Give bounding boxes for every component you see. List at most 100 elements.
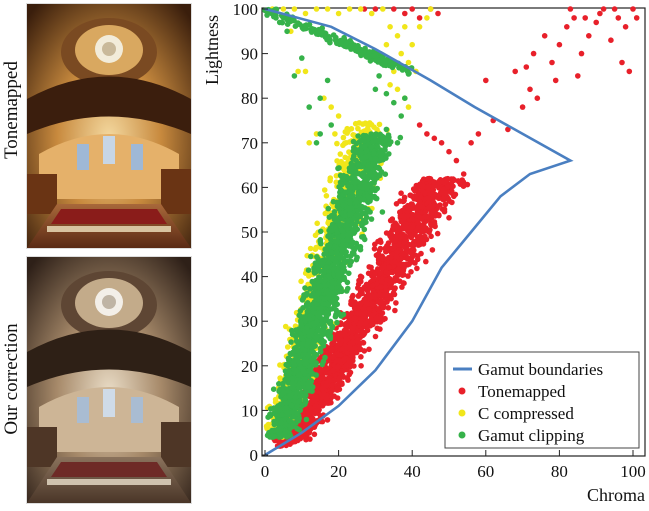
tonemapped-point [519,104,526,110]
tonemapped-point [530,50,537,57]
tonemapped-point [397,212,404,219]
tonemapped-point [434,230,441,237]
c-compressed-point [335,10,342,17]
tonemapped-point [534,95,541,101]
gamut-clipping-point [276,19,283,26]
gamut-clipping-point [282,416,289,423]
gamut-clipping-point [370,139,376,145]
gamut-clipping-point [383,90,390,97]
gamut-clipping-point [346,270,352,277]
gamut-clipping-point [305,307,312,314]
c-compressed-point [356,120,363,126]
gamut-clipping-point [364,54,371,60]
gamut-clipping-point [396,64,402,71]
tonemapped-point [393,300,399,306]
gamut-clipping-point [281,431,288,437]
gamut-clipping-point [394,140,401,146]
gamut-clipping-point [317,345,324,352]
tonemapped-point [391,243,398,250]
tonemapped-point [398,226,404,232]
tonemapped-point [375,259,382,266]
tonemapped-point [377,326,383,332]
gamut-clipping-point [307,357,314,364]
tonemapped-point [328,393,335,400]
gamut-clipping-point [284,28,290,35]
tonemapped-point [409,259,416,265]
tonemapped-point [377,245,384,252]
tonemapped-point [453,157,460,164]
gamut-clipping-point [332,258,339,265]
gamut-clipping-point [308,369,315,376]
corrected-photo [26,256,192,504]
gamut-clipping-point [344,237,351,243]
gamut-clipping-point [333,307,339,313]
y-tick-label: 40 [241,268,258,287]
gamut-clipping-point [340,311,347,318]
tonemapped-point [323,382,330,389]
gamut-clipping-point [308,363,315,370]
gamut-clipping-point [343,40,350,47]
tonemapped-point [527,86,533,93]
tonemapped-point [371,246,378,252]
tonemapped-point [364,327,371,334]
gamut-clipping-point [344,222,351,229]
gamut-clipping-point [306,316,313,322]
tonemapped-point [372,333,379,340]
tonemapped-point [445,195,452,202]
tonemapped-point [344,344,350,351]
c-compressed-point [328,104,335,110]
legend-label-gamut: Gamut boundaries [478,360,603,379]
c-compressed-point [368,10,375,17]
gamut-clipping-point [296,371,303,378]
gamut-clipping-point [322,283,328,289]
gamut-clipping-point [304,342,310,349]
gamut-clipping-point [338,186,344,193]
tonemapped-point [475,131,482,137]
gamut-clipping-point [323,32,329,39]
tonemapped-point [443,177,450,184]
tonemapped-point [378,278,385,285]
tonemapped-point [318,367,325,373]
gamut-clipping-point [264,12,270,18]
tonemapped-point [393,249,400,256]
c-compressed-point [291,6,298,12]
gamut-clipping-point [362,45,368,52]
gamut-clipping-point [293,367,299,374]
gamut-clipping-point [377,131,384,138]
tonemapped-point [392,259,398,265]
c-compressed-point [387,24,393,30]
tonemapped-point [571,15,577,21]
gamut-clipping-point [353,256,360,263]
gamut-clipping-point [367,198,373,204]
x-tick-label: 100 [620,462,646,481]
gamut-clipping-point [355,213,361,219]
tonemapped-point [420,183,427,190]
gamut-clipping-point [328,249,335,256]
tonemapped-point [335,364,341,370]
gamut-clipping-point [326,232,332,239]
tonemapped-point [457,181,464,187]
tonemapped-point [483,77,489,84]
tonemapped-point [373,252,380,259]
tonemapped-point [416,122,423,128]
tonemapped-point [358,320,364,326]
gamut-clipping-point [376,73,382,79]
tonemapped-point [442,201,449,208]
tonemapped-point [324,400,331,406]
tonemapped-point [319,374,326,381]
c-compressed-point [302,68,309,75]
y-tick-label: 50 [241,223,258,242]
tonemapped-point [608,37,614,43]
c-compressed-point [348,126,355,132]
tonemapped-point [383,292,389,298]
gamut-clipping-point [288,339,294,345]
gamut-clipping-point [289,327,295,334]
tonemapped-point [337,352,344,358]
gamut-clipping-point [352,179,358,185]
tonemapped-point [398,190,404,196]
gamut-clipping-point [287,392,294,399]
gamut-clipping-point [322,310,329,316]
tonemapped-point [541,33,548,39]
gamut-clipping-point [355,162,362,169]
c-compressed-point [302,10,309,17]
